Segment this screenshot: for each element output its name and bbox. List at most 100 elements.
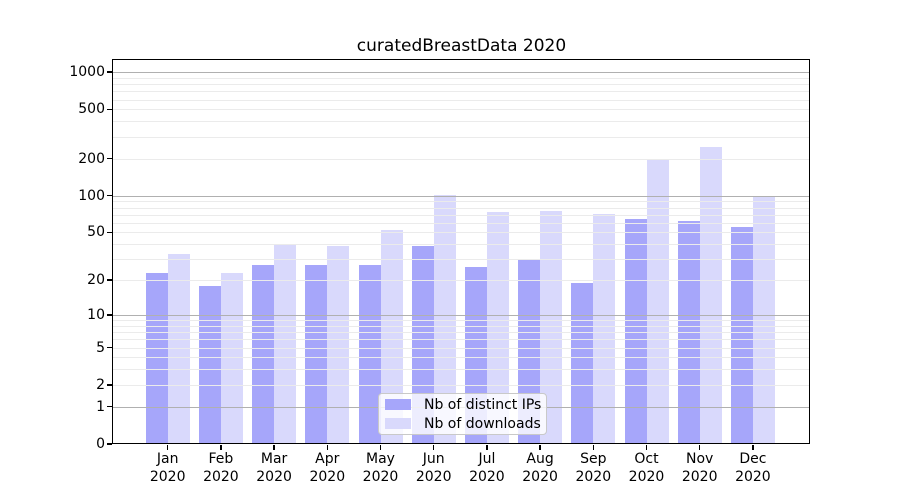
distinct-ips-bar xyxy=(252,264,275,444)
minor-gridline xyxy=(113,332,810,334)
x-tick-label: Mar 2020 xyxy=(243,450,305,486)
minor-gridline xyxy=(113,347,810,349)
x-tick-mark xyxy=(592,444,595,450)
y-tick-mark xyxy=(107,346,112,349)
x-tick-mark xyxy=(752,444,754,450)
minor-gridline xyxy=(113,109,810,111)
minor-gridline xyxy=(113,214,810,216)
x-tick-month: Jan xyxy=(156,451,179,467)
y-tick-mark xyxy=(107,157,112,160)
downloads-bar xyxy=(699,146,722,444)
x-tick-month: Dec xyxy=(739,451,767,467)
minor-gridline xyxy=(113,280,810,282)
x-tick-label: May 2020 xyxy=(350,450,412,486)
x-tick-year: 2020 xyxy=(309,469,346,485)
x-tick-month: Nov xyxy=(686,451,714,467)
x-tick-year: 2020 xyxy=(575,469,612,485)
y-tick-label: 0 xyxy=(96,436,105,452)
distinct-ips-bar xyxy=(358,264,381,444)
legend-label-downloads: Nb of downloads xyxy=(424,415,541,432)
minor-gridline xyxy=(113,244,810,246)
x-tick-month: Jul xyxy=(478,451,496,467)
x-tick-label: Dec 2020 xyxy=(722,450,784,486)
downloads-bar xyxy=(486,211,509,444)
y-tick-label: 50 xyxy=(87,224,105,241)
x-tick-label: Jul 2020 xyxy=(456,450,518,486)
downloads-bar xyxy=(220,272,243,444)
y-tick-label: 20 xyxy=(87,272,105,289)
x-tick-label: Jan 2020 xyxy=(137,450,199,486)
x-tick-month: Feb xyxy=(208,451,234,467)
y-tick-mark xyxy=(107,314,112,316)
x-tick-month: May xyxy=(366,451,395,467)
x-tick-label: Jun 2020 xyxy=(403,450,465,486)
y-tick-label: 1 xyxy=(96,398,105,415)
x-tick-year: 2020 xyxy=(415,469,452,485)
major-gridline xyxy=(113,195,810,197)
y-tick-mark xyxy=(107,108,112,111)
y-tick-mark xyxy=(107,279,112,281)
x-tick-year: 2020 xyxy=(203,469,239,485)
downloads-bar xyxy=(433,194,456,444)
y-tick-mark xyxy=(107,443,112,445)
x-tick-year: 2020 xyxy=(681,469,718,485)
x-tick-mark xyxy=(166,444,169,450)
x-tick-mark xyxy=(432,444,435,450)
y-tick-mark xyxy=(107,384,112,386)
minor-gridline xyxy=(113,201,810,203)
x-tick-label: Feb 2020 xyxy=(190,450,252,486)
x-tick-label: Apr 2020 xyxy=(296,450,358,486)
y-tick-label: 200 xyxy=(78,150,105,167)
x-tick-mark xyxy=(220,444,222,450)
x-tick-year: 2020 xyxy=(628,469,665,485)
legend-item-distinct-ips: Nb of distinct IPs xyxy=(385,396,542,413)
x-tick-month: Jun xyxy=(422,451,445,467)
x-tick-year: 2020 xyxy=(256,469,292,485)
x-tick-year: 2020 xyxy=(149,469,186,485)
y-tick-label: 1000 xyxy=(69,64,105,81)
distinct-ips-bar xyxy=(145,272,168,444)
distinct-ips-bar xyxy=(624,218,647,444)
x-tick-month: Apr xyxy=(315,451,340,467)
x-tick-year: 2020 xyxy=(522,469,558,485)
downloads-bar xyxy=(593,213,616,444)
x-tick-mark xyxy=(486,444,488,450)
x-tick-year: 2020 xyxy=(362,469,399,485)
minor-gridline xyxy=(113,91,810,93)
minor-gridline xyxy=(113,357,810,359)
distinct-ips-bar xyxy=(305,264,328,444)
y-tick-label: 10 xyxy=(87,306,105,323)
x-tick-month: Oct xyxy=(634,451,659,467)
plot-area xyxy=(113,60,810,444)
legend-swatch-downloads xyxy=(385,418,411,429)
legend: Nb of distinct IPs Nb of downloads xyxy=(378,393,547,435)
y-tick-label: 100 xyxy=(78,187,105,204)
minor-gridline xyxy=(113,259,810,261)
major-gridline xyxy=(113,314,810,316)
y-tick-mark xyxy=(107,71,112,73)
x-tick-label: Aug 2020 xyxy=(509,450,571,486)
y-tick-mark xyxy=(107,405,112,408)
minor-gridline xyxy=(113,77,810,79)
minor-gridline xyxy=(113,369,810,371)
y-tick-label: 500 xyxy=(78,101,105,118)
downloads-bar xyxy=(327,245,350,444)
x-tick-mark xyxy=(698,444,701,450)
y-tick-mark xyxy=(107,194,112,197)
legend-item-downloads: Nb of downloads xyxy=(385,415,541,432)
downloads-bar xyxy=(167,254,190,444)
chart-title: curatedBreastData 2020 xyxy=(356,36,567,56)
legend-label-distinct-ips: Nb of distinct IPs xyxy=(424,396,542,413)
minor-gridline xyxy=(113,339,810,341)
minor-gridline xyxy=(113,232,810,234)
minor-gridline xyxy=(113,320,810,322)
x-tick-year: 2020 xyxy=(735,469,771,485)
minor-gridline xyxy=(113,158,810,160)
x-tick-month: Sep xyxy=(580,451,607,467)
downloads-bar xyxy=(380,230,403,444)
x-tick-mark xyxy=(645,444,648,450)
distinct-ips-bar xyxy=(198,285,221,444)
x-tick-year: 2020 xyxy=(469,469,505,485)
major-gridline xyxy=(113,72,810,74)
y-tick-label: 5 xyxy=(96,339,105,356)
